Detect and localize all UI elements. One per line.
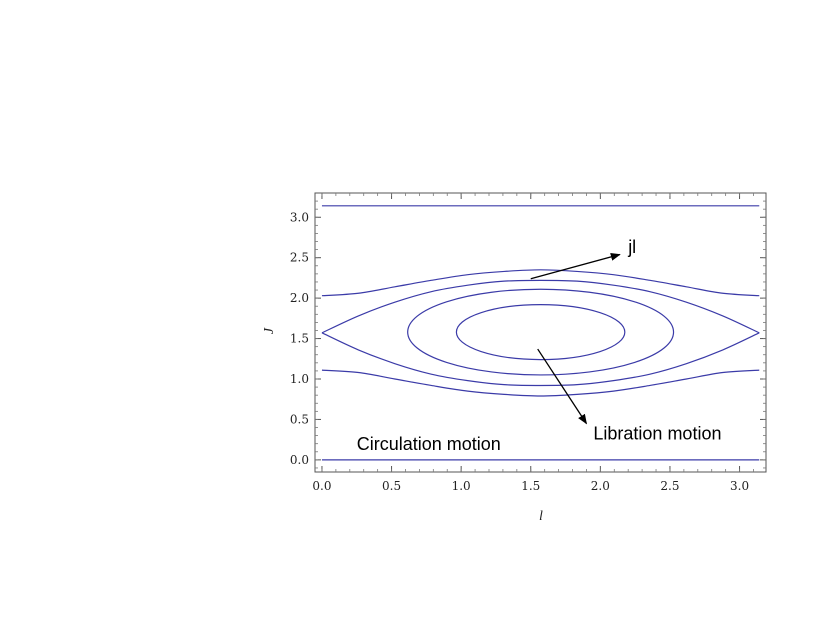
y-tick-label: 1.5 bbox=[290, 332, 309, 346]
libration-orbit bbox=[455, 303, 626, 361]
curves-layer bbox=[321, 205, 760, 461]
y-tick-label: 2.5 bbox=[290, 251, 309, 265]
x-axis-label: l bbox=[539, 509, 543, 524]
annotation-arrow bbox=[530, 252, 621, 280]
x-tick-label: 2.5 bbox=[660, 479, 679, 493]
libration-orbit bbox=[407, 288, 675, 376]
phase-curve bbox=[321, 269, 760, 297]
annotation-arrow bbox=[537, 348, 587, 425]
x-tick-label: 2.0 bbox=[591, 479, 610, 493]
phase-curve bbox=[321, 279, 760, 334]
annotation-label: Libration motion bbox=[593, 424, 721, 444]
x-tick-label: 3.0 bbox=[730, 479, 749, 493]
y-tick-label: 0.0 bbox=[290, 453, 309, 467]
x-tick-label: 0.5 bbox=[382, 479, 401, 493]
annotation-label: Circulation motion bbox=[357, 434, 501, 454]
y-axis-label: J bbox=[262, 327, 277, 334]
y-tick-label: 1.0 bbox=[290, 372, 309, 386]
annotations-layer: jl Libration motion Circulation motion bbox=[357, 237, 722, 454]
x-tick-label: 0.0 bbox=[312, 479, 331, 493]
annotation-label: jl bbox=[627, 237, 636, 257]
axis-ticks: 0.0 0.5 1.0 1.5 2.0 2.5 3.0 0.0 0.5 1.0 1.5 2.0 2.5 3… bbox=[290, 193, 766, 493]
plot-frame bbox=[314, 192, 767, 473]
x-tick-label: 1.0 bbox=[452, 479, 471, 493]
phase-curve bbox=[321, 332, 760, 387]
y-tick-label: 0.5 bbox=[290, 412, 309, 426]
y-tick-label: 2.0 bbox=[290, 291, 309, 305]
y-tick-label: 3.0 bbox=[290, 210, 309, 224]
x-tick-label: 1.5 bbox=[521, 479, 540, 493]
phase-curve bbox=[321, 369, 760, 397]
